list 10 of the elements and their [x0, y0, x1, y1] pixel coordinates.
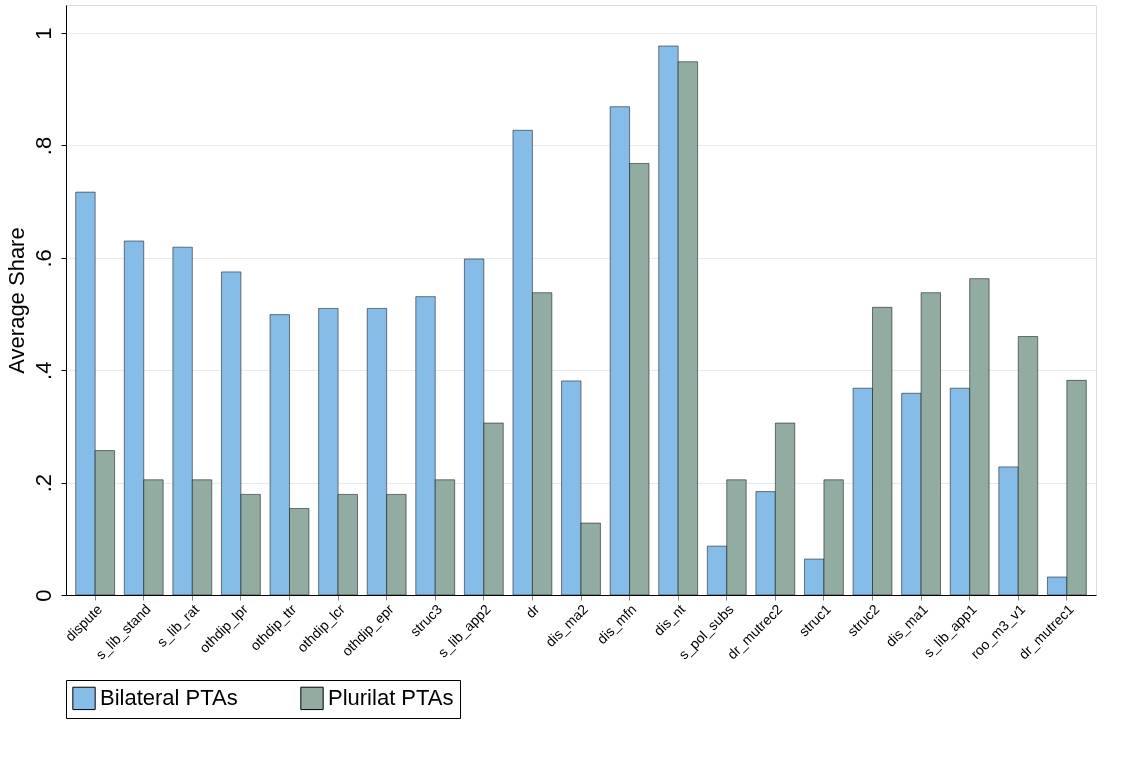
y-tick-label: .6: [30, 249, 56, 268]
y-tick-label: 0: [30, 589, 56, 602]
y-tick-label: .4: [30, 361, 56, 380]
y-tick-label: .8: [30, 136, 56, 156]
y-tick-label: .2: [30, 473, 56, 493]
legend-label: Bilateral PTAs: [100, 685, 238, 711]
legend-label: Plurilat PTAs: [328, 685, 454, 711]
y-tick-label: 1: [30, 27, 56, 40]
x-tick-label: dr: [522, 600, 543, 622]
y-axis-title: Average Share: [3, 227, 29, 374]
